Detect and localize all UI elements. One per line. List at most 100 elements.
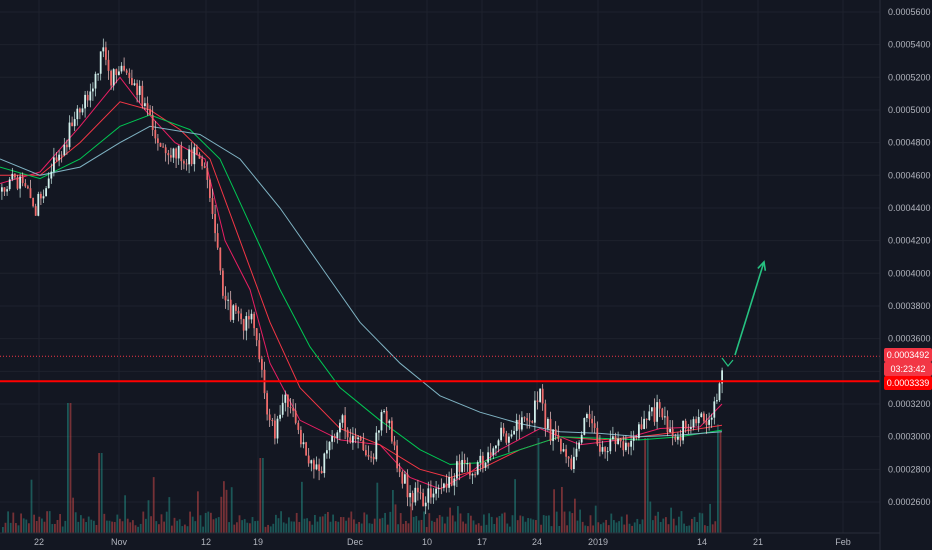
candle-body	[183, 161, 185, 164]
volume-bars	[2, 403, 722, 533]
candle-body	[651, 407, 653, 412]
candle-body	[328, 441, 331, 451]
volume-bar	[646, 438, 649, 533]
candle-body	[81, 108, 84, 113]
volume-bar	[308, 521, 311, 533]
candle-body	[544, 403, 547, 429]
volume-bar	[113, 521, 116, 533]
candle-body	[435, 488, 437, 494]
candle-body	[271, 420, 274, 422]
candle-body	[471, 474, 474, 476]
candle-body	[677, 436, 679, 440]
candle-body	[648, 411, 651, 420]
volume-bar	[314, 514, 316, 533]
candle-body	[37, 193, 40, 216]
volume-bar	[615, 522, 618, 533]
time-tick-label: 14	[697, 537, 707, 547]
candlesticks	[1, 38, 723, 515]
time-axis[interactable]: 22 Nov 12 19 Dec 10 17 24 2019 14 21 Feb	[34, 537, 851, 547]
volume-bar	[493, 523, 496, 533]
candle-body	[258, 340, 261, 360]
candle-body	[29, 188, 32, 198]
volume-bar	[316, 521, 319, 533]
candle-body	[645, 418, 648, 420]
candle-body	[388, 420, 391, 424]
candle-body	[430, 488, 432, 498]
candle-body	[281, 402, 284, 415]
candle-body	[411, 493, 414, 503]
volume-bar	[462, 521, 464, 533]
candle-body	[310, 460, 313, 464]
candle-body	[185, 163, 188, 165]
candle-body	[404, 474, 406, 484]
volume-bar	[178, 519, 181, 533]
candle-body	[495, 445, 497, 449]
volume-bar	[191, 516, 194, 533]
candle-body	[214, 213, 216, 234]
volume-bar	[636, 518, 639, 533]
volume-bar	[251, 517, 254, 533]
volume-bar	[158, 524, 160, 533]
candle-body	[162, 146, 164, 148]
volume-bar	[436, 518, 438, 533]
volume-bar	[233, 524, 236, 533]
candle-body	[307, 455, 310, 464]
candle-body	[266, 393, 268, 415]
candle-body	[68, 122, 71, 148]
annotation-arrow	[721, 260, 767, 367]
candle-body	[118, 71, 120, 75]
volume-bar	[433, 521, 436, 533]
volume-bar	[20, 513, 22, 533]
volume-bar	[485, 524, 488, 533]
volume-bar	[698, 512, 701, 533]
volume-bar	[319, 516, 321, 533]
volume-bar	[56, 519, 59, 533]
candle-body	[141, 85, 144, 107]
volume-bar	[67, 403, 69, 533]
candle-body	[588, 414, 591, 419]
candle-body	[235, 305, 237, 311]
volume-bar	[384, 512, 386, 533]
candle-body	[71, 122, 73, 127]
volume-bar	[623, 524, 626, 533]
candle-body	[131, 78, 133, 86]
arrow-head	[757, 260, 767, 271]
volume-bar	[124, 495, 126, 533]
volume-bar	[215, 518, 217, 533]
volume-bar	[475, 524, 477, 533]
candle-body	[359, 437, 362, 441]
volume-bar	[324, 513, 327, 533]
candle-body	[287, 394, 289, 407]
candle-body	[466, 463, 469, 465]
candle-body	[526, 418, 528, 421]
candle-body	[125, 70, 128, 73]
candle-body	[50, 171, 53, 179]
candle-body	[110, 70, 112, 86]
volume-bar	[33, 514, 35, 533]
volume-bar	[501, 513, 503, 533]
candle-body	[378, 430, 380, 433]
price-tick-label: 0.0003800	[888, 301, 931, 311]
volume-bar	[602, 522, 605, 533]
candle-body	[505, 433, 508, 443]
candle-body	[284, 394, 287, 403]
candle-body	[419, 492, 422, 494]
volume-bar	[652, 520, 654, 533]
volume-bar	[223, 481, 225, 533]
candle-body	[237, 310, 240, 314]
price-tick-label: 0.0002600	[888, 497, 931, 507]
volume-bar	[425, 526, 428, 533]
volume-bar	[160, 514, 163, 533]
volume-bar	[514, 479, 516, 533]
candle-body	[302, 442, 305, 445]
candle-body	[84, 94, 86, 109]
candle-body	[58, 154, 60, 161]
candle-body	[227, 299, 229, 301]
price-tick-label: 0.0004600	[888, 170, 931, 180]
volume-bar	[329, 521, 332, 533]
candle-body	[573, 456, 575, 470]
volume-bar	[701, 513, 704, 533]
volume-bar	[290, 521, 293, 533]
volume-bar	[657, 511, 659, 533]
